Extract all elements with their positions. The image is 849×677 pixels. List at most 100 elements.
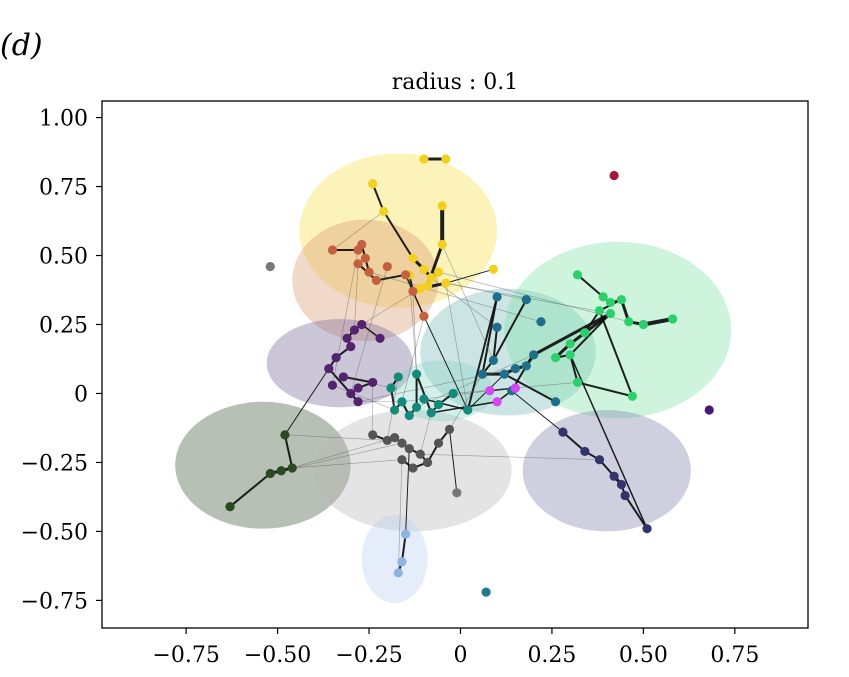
node-point — [521, 295, 531, 305]
node-point — [382, 261, 392, 272]
edge — [382, 210, 414, 260]
x-tick-label: 0.25 — [527, 643, 576, 668]
node-point — [338, 372, 349, 382]
node-point — [353, 245, 363, 255]
node-point — [393, 568, 403, 578]
node-point — [408, 253, 418, 263]
node-point — [510, 383, 520, 393]
node-point — [404, 444, 414, 454]
node-point — [382, 435, 392, 445]
node-point — [324, 364, 334, 374]
node-point — [594, 306, 605, 316]
y-tick-label: 0.50 — [39, 245, 88, 270]
cluster-green — [504, 241, 732, 419]
node-point — [386, 383, 396, 393]
edge — [343, 376, 392, 389]
node-point — [620, 490, 630, 501]
node-point — [492, 322, 502, 332]
node-point — [349, 325, 360, 335]
edge — [357, 368, 516, 403]
node-point — [265, 261, 275, 272]
x-tick-label: −0.50 — [244, 643, 311, 668]
node-point — [609, 170, 619, 181]
cluster-light-blue — [361, 514, 428, 604]
node-point — [368, 377, 378, 388]
edge — [412, 291, 417, 375]
node-point — [357, 319, 367, 330]
edge — [332, 384, 395, 411]
node-point — [580, 328, 590, 338]
node-point — [422, 457, 433, 468]
node-point — [379, 206, 389, 216]
x-tick-label: 0.50 — [619, 643, 668, 668]
node-point — [368, 179, 378, 189]
node-point — [419, 394, 429, 404]
edge — [449, 428, 458, 494]
node-point — [397, 438, 407, 448]
x-tick-label: 0.75 — [710, 643, 759, 668]
y-tick-label: −0.25 — [21, 451, 88, 476]
node-point — [346, 341, 356, 352]
node-point — [616, 479, 627, 490]
node-point — [353, 383, 363, 393]
node-point — [401, 270, 411, 280]
node-point — [616, 295, 627, 305]
edge — [503, 373, 557, 403]
node-point — [415, 449, 425, 459]
node-point — [411, 402, 422, 412]
graph-nodes — [225, 154, 714, 597]
edge — [416, 354, 534, 408]
node-point — [605, 308, 616, 319]
node-point — [280, 430, 290, 440]
edge — [492, 326, 499, 362]
y-tick-label: −0.50 — [21, 520, 88, 545]
node-point — [419, 311, 429, 321]
y-tick-label: 1.00 — [39, 107, 88, 132]
panel-label: (d) — [0, 28, 43, 63]
node-point — [331, 353, 341, 363]
edge — [415, 373, 433, 414]
node-point — [390, 405, 400, 415]
edge — [332, 249, 359, 386]
node-point — [433, 438, 444, 448]
node-point — [419, 154, 429, 164]
node-point — [419, 264, 429, 274]
node-point — [492, 292, 502, 302]
y-tick-label: −0.75 — [21, 589, 88, 614]
edge — [401, 390, 491, 403]
edge — [229, 472, 272, 508]
edge — [405, 448, 410, 535]
node-point — [426, 408, 436, 418]
node-point — [375, 333, 385, 343]
node-point — [550, 353, 561, 363]
edge — [561, 431, 586, 453]
node-point — [529, 350, 539, 360]
node-point — [393, 372, 403, 382]
y-tick-label: 0.25 — [39, 313, 88, 338]
node-point — [411, 369, 422, 379]
node-point — [580, 446, 590, 457]
node-point — [452, 488, 462, 498]
edge — [576, 381, 634, 398]
edge — [400, 533, 407, 563]
node-point — [605, 297, 616, 308]
edge — [291, 459, 403, 469]
node-point — [550, 397, 561, 407]
node-point — [404, 410, 414, 421]
edge — [284, 434, 388, 441]
node-point — [609, 471, 619, 481]
node-point — [481, 587, 491, 597]
node-point — [668, 314, 678, 324]
plot-frame — [101, 100, 809, 629]
node-point — [565, 350, 575, 360]
edge — [466, 295, 499, 412]
node-point — [276, 466, 286, 476]
node-point — [492, 397, 502, 407]
node-point — [327, 380, 338, 390]
node-point — [397, 397, 407, 407]
node-point — [433, 399, 444, 410]
node-point — [433, 267, 444, 277]
node-point — [441, 278, 451, 288]
node-point — [463, 405, 473, 415]
edge — [441, 244, 494, 361]
